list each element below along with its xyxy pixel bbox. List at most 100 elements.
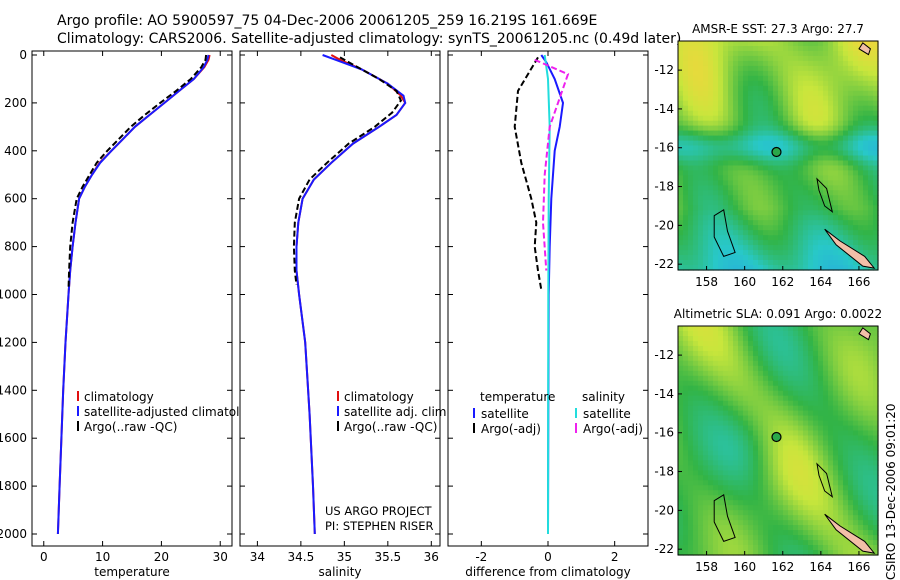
map-cell <box>838 345 844 352</box>
map-cell <box>853 340 859 347</box>
map-cell <box>718 80 724 87</box>
map-cell <box>793 60 799 67</box>
map-cell <box>683 170 689 176</box>
map-cell <box>743 85 749 92</box>
map-cell <box>713 490 719 496</box>
map-cell <box>678 435 684 442</box>
map-cell <box>788 470 794 476</box>
map-cell <box>783 350 789 357</box>
map-cell <box>803 250 809 256</box>
map-cell <box>708 380 714 387</box>
map-cell <box>698 410 704 417</box>
map-cell <box>793 410 799 417</box>
map-cell <box>833 180 839 186</box>
map-cell <box>873 460 879 466</box>
map-cell <box>863 120 869 127</box>
map-cell <box>793 115 799 122</box>
map-cell <box>783 375 789 382</box>
map-cell <box>773 380 779 387</box>
map-cell <box>768 535 774 541</box>
map-cell <box>773 535 779 541</box>
map-cell <box>823 135 829 142</box>
map-cell <box>743 51 749 57</box>
map-cell <box>838 225 844 231</box>
map-cell <box>778 220 784 226</box>
map-cell <box>683 505 689 511</box>
map-cell <box>863 215 869 221</box>
map-cell <box>873 365 879 372</box>
map-cell <box>803 230 809 236</box>
map-cell <box>768 385 774 392</box>
map-cell <box>808 450 814 457</box>
map-cell <box>763 85 769 92</box>
map-cell <box>768 240 774 246</box>
map-cell <box>698 350 704 357</box>
map-cell <box>708 485 714 491</box>
map-cell <box>743 235 749 241</box>
map-cell <box>798 485 804 491</box>
map-cell <box>713 210 719 216</box>
map-cell <box>693 405 699 412</box>
map-cell <box>813 70 819 77</box>
map-cell <box>743 455 749 461</box>
map-cell <box>753 135 759 142</box>
map-cell <box>843 405 849 412</box>
map-cell <box>848 80 854 87</box>
map-cell <box>738 220 744 226</box>
map-cell <box>718 155 724 162</box>
map-cell <box>813 155 819 162</box>
map-cell <box>843 390 849 397</box>
legend-label: Argo(..raw -QC) <box>84 420 177 434</box>
map-cell <box>693 365 699 372</box>
map-cell <box>703 390 709 397</box>
map-cell <box>703 51 709 57</box>
map-cell <box>733 90 739 97</box>
map-cell <box>693 120 699 127</box>
map-cell <box>693 135 699 142</box>
map-cell <box>858 80 864 87</box>
map-cell <box>808 250 814 256</box>
map-cell <box>853 450 859 457</box>
map-cell <box>798 105 804 112</box>
map-cell <box>798 331 804 337</box>
map-cell <box>848 110 854 117</box>
map-cell <box>828 405 834 412</box>
map-cell <box>703 100 709 107</box>
map-cell <box>783 540 789 546</box>
map-cell <box>853 130 859 137</box>
map-cell <box>853 160 859 167</box>
map-cell <box>798 140 804 147</box>
map-cell <box>828 260 834 266</box>
map-cell <box>828 205 834 211</box>
map-cell <box>733 326 739 332</box>
map-cell <box>788 55 794 62</box>
map-cell <box>758 370 764 377</box>
map-cell <box>788 250 794 256</box>
map-cell <box>833 460 839 466</box>
map-cell <box>698 51 704 57</box>
map-cell <box>833 220 839 226</box>
map-cell <box>778 125 784 132</box>
map-cell <box>833 410 839 417</box>
map-cell <box>728 505 734 511</box>
map-cell <box>838 515 844 521</box>
map-cell <box>838 430 844 437</box>
map-cell <box>843 435 849 442</box>
map-cell <box>693 510 699 516</box>
map-cell <box>678 130 684 137</box>
map-cell <box>753 210 759 216</box>
map-cell <box>873 515 879 521</box>
map-cell <box>768 505 774 511</box>
map-cell <box>778 170 784 176</box>
map-cell <box>863 55 869 62</box>
map-cell <box>718 170 724 176</box>
map-cell <box>783 480 789 486</box>
map-cell <box>698 545 704 551</box>
y-tick-label: 400 <box>4 144 27 158</box>
map-cell <box>713 470 719 476</box>
map-cell <box>753 90 759 97</box>
map-cell <box>763 395 769 402</box>
map-cell <box>833 550 839 556</box>
map-cell <box>698 470 704 476</box>
map-cell <box>733 80 739 87</box>
